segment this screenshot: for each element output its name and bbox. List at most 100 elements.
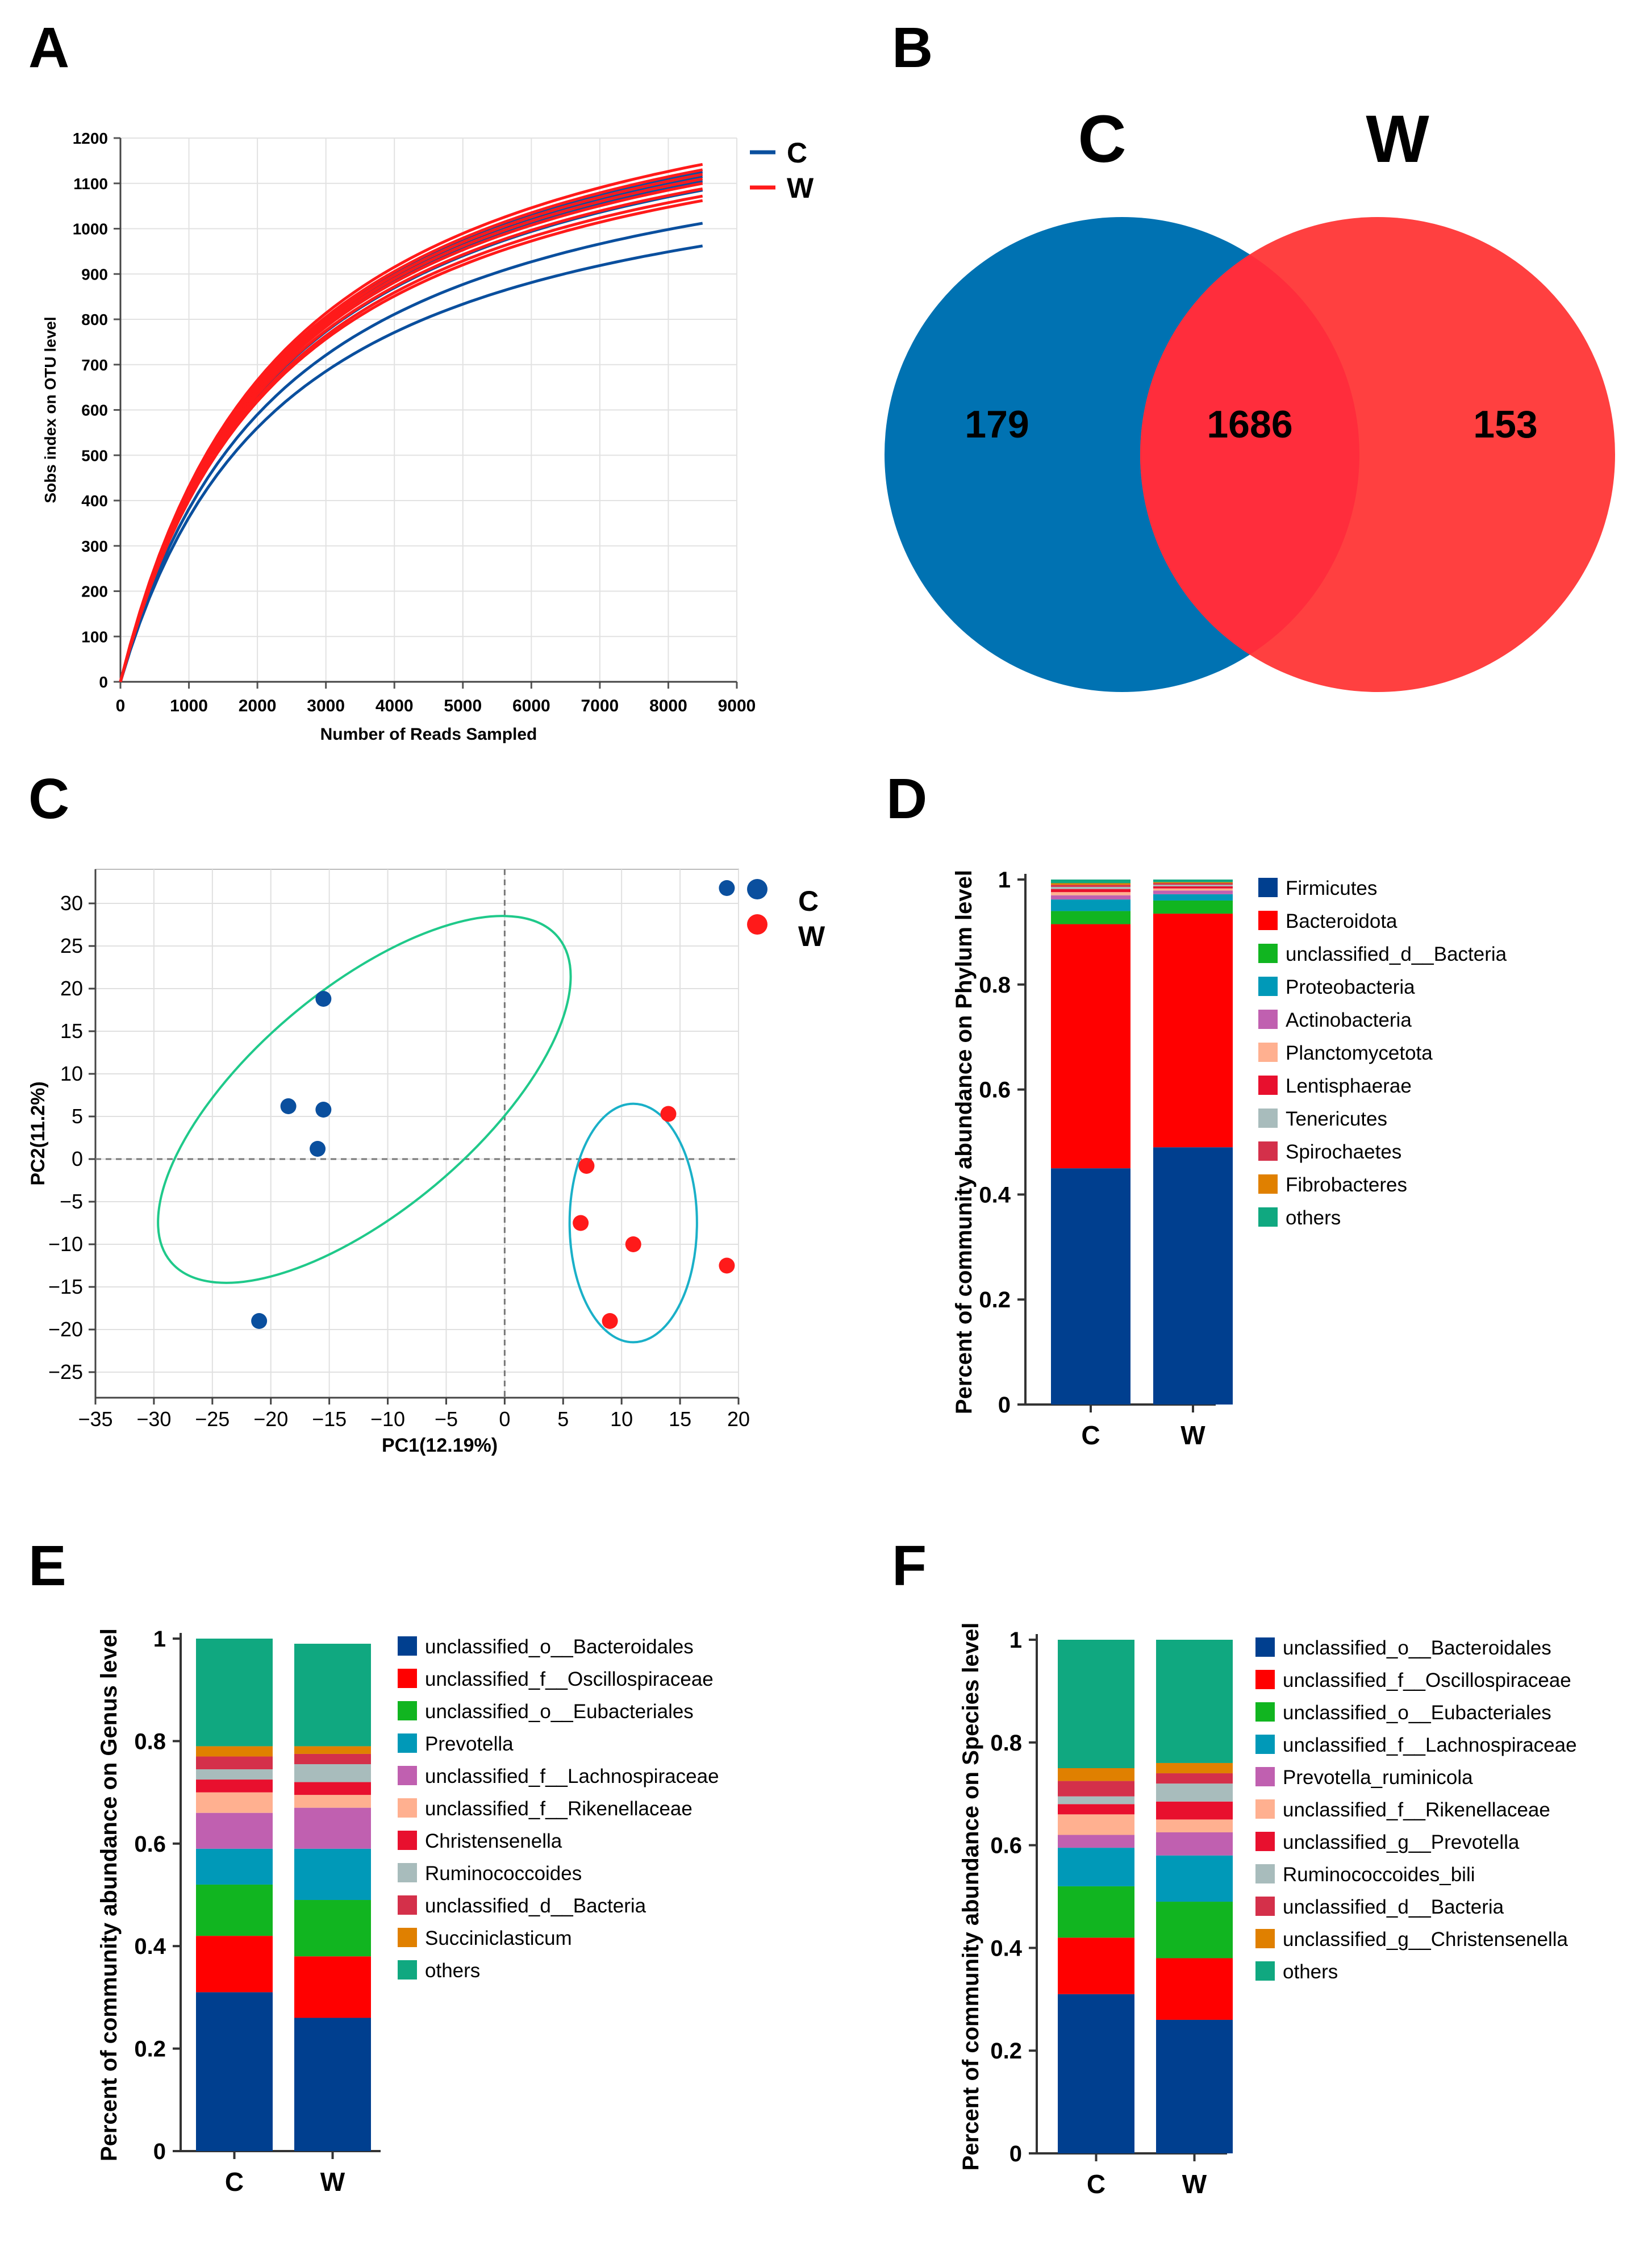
bar-segment-w-9 (1153, 882, 1233, 884)
point-w-3 (625, 1236, 641, 1252)
legend-swatch-9 (398, 1928, 417, 1947)
legend-label-10: others (1283, 1961, 1338, 1983)
legend-swatch-10 (398, 1960, 417, 1980)
legend-swatch-2 (1255, 1702, 1275, 1722)
legend-swatch-8 (398, 1895, 417, 1915)
legend-label-8: unclassified_d__Bacteria (1283, 1896, 1504, 1918)
rarefaction-curve-w-6 (119, 162, 703, 682)
venn-overlap (1140, 217, 1359, 692)
legend-marker-w (747, 914, 767, 935)
confidence-ellipse-1 (157, 915, 572, 1284)
legend-label-6: Lentisphaerae (1286, 1075, 1412, 1097)
y-tick-label: 0.4 (979, 1182, 1011, 1207)
legend-swatch-3 (398, 1733, 417, 1753)
rarefaction-curve-w-10 (119, 182, 703, 682)
bar-segment-c-8 (1051, 885, 1130, 887)
legend-label-0: unclassified_o__Bacteroidales (1283, 1637, 1551, 1659)
y-tick-label: 1000 (73, 220, 108, 238)
legend-swatch-10 (1255, 1961, 1275, 1981)
y-tick-label: 0.6 (134, 1832, 166, 1857)
bar-segment-w-3 (294, 1848, 371, 1901)
bar-segment-w-1 (1153, 914, 1233, 1148)
rarefaction-curve-w-13 (119, 199, 703, 682)
y-tick-label: 1 (1009, 1628, 1022, 1653)
pca-scatter-chart: −35 −30 −25 −20 −15 −10 −5 0 5 10 15 20 −25 −20 −15 −10… (27, 869, 825, 1456)
legend-label-6: unclassified_g__Prevotella (1283, 1831, 1520, 1853)
bar-segment-c-9 (196, 1746, 273, 1757)
bar-segment-c-2 (1058, 1886, 1134, 1938)
venn-value-both: 1686 (1207, 403, 1292, 446)
x-tick-label: −5 (435, 1407, 458, 1431)
legend-label-c: C (787, 137, 807, 169)
y-tick-label: 10 (60, 1062, 83, 1085)
bar-segment-c-0 (1051, 1168, 1130, 1405)
y-axis-label: Percent of community abundance on Genus … (97, 1628, 122, 2161)
point-c-3 (310, 1141, 326, 1157)
legend-label-1: unclassified_f__Oscillospiraceae (1283, 1669, 1571, 1691)
bar-segment-c-6 (196, 1780, 273, 1793)
bar-segment-w-5 (1153, 888, 1233, 891)
panel-letter-d: D (886, 767, 927, 831)
bar-segment-w-4 (1153, 890, 1233, 894)
genus-stacked-bar-chart: 0 0.2 0.4 0.6 0.8 1 Percent of community abund… (97, 1627, 719, 2197)
legend-label-6: Christensenella (425, 1830, 562, 1852)
legend-label-2: unclassified_o__Eubacteriales (425, 1701, 694, 1723)
panel-letter-a: A (28, 16, 69, 80)
bar-segment-c-9 (1058, 1768, 1134, 1781)
x-tick-label: 1000 (170, 697, 208, 715)
legend-label-3: Proteobacteria (1286, 976, 1415, 998)
legend-swatch-6 (1255, 1832, 1275, 1851)
bar-segment-c-1 (196, 1936, 273, 1993)
bar-segment-c-1 (1051, 924, 1130, 1169)
bar-segment-c-4 (1058, 1835, 1134, 1848)
legend-swatch-6 (1258, 1076, 1278, 1095)
legend-swatch-4 (398, 1766, 417, 1785)
legend-swatch-7 (398, 1863, 417, 1882)
legend-swatch-0 (398, 1636, 417, 1656)
x-axis-label: PC1(12.19%) (382, 1435, 498, 1456)
bar-segment-w-6 (1156, 1801, 1233, 1820)
point-c-4 (251, 1313, 268, 1329)
venn-set-label-w: W (1366, 102, 1429, 177)
y-tick-label: 0.8 (979, 973, 1011, 998)
y-tick-label: 0 (153, 2139, 166, 2164)
legend-swatch-1 (1258, 911, 1278, 930)
bar-segment-c-3 (1058, 1848, 1134, 1886)
x-tick-label: W (1182, 2169, 1207, 2199)
y-tick-label: 0.8 (134, 1729, 166, 1754)
x-tick-label: 5000 (444, 697, 482, 715)
y-tick-label: 200 (81, 583, 108, 601)
bar-segment-w-6 (1153, 886, 1233, 889)
bar-segment-w-6 (294, 1782, 371, 1795)
x-tick-label: 8000 (649, 697, 687, 715)
venn-value-w-only: 153 (1473, 403, 1537, 446)
legend-label-2: unclassified_o__Eubacteriales (1283, 1702, 1551, 1724)
point-w-1 (578, 1158, 595, 1174)
point-c-5 (719, 880, 735, 896)
bar-segment-w-10 (294, 1644, 371, 1747)
y-tick-label: −15 (48, 1275, 83, 1298)
y-tick-label: 0.4 (990, 1936, 1022, 1961)
x-tick-label: 2000 (239, 697, 277, 715)
y-tick-label: 0.2 (990, 2039, 1022, 2064)
x-tick-label: C (1087, 2169, 1105, 2199)
bar-segment-w-4 (1156, 1832, 1233, 1856)
y-tick-label: 100 (81, 628, 108, 645)
legend-label-0: Firmicutes (1286, 877, 1377, 899)
y-tick-label: 300 (81, 537, 108, 555)
bar-segment-c-10 (1058, 1640, 1134, 1768)
y-tick-label: 0 (998, 1393, 1011, 1418)
bar-segment-c-4 (1051, 895, 1130, 900)
bar-segment-w-10 (1153, 880, 1233, 882)
plot-area (95, 869, 739, 1398)
legend-label-8: unclassified_d__Bacteria (425, 1895, 646, 1917)
species-stacked-bar-chart: 0 0.2 0.4 0.6 0.8 1 Percent of community abund… (958, 1623, 1577, 2199)
bar-segment-w-0 (294, 2018, 371, 2151)
legend-label-c: C (798, 885, 819, 917)
panel-letter-b: B (892, 16, 933, 80)
bar-segment-c-7 (1058, 1796, 1134, 1805)
y-tick-label: 400 (81, 492, 108, 510)
y-tick-label: 0.6 (979, 1078, 1011, 1103)
bar-segment-w-7 (1156, 1783, 1233, 1802)
